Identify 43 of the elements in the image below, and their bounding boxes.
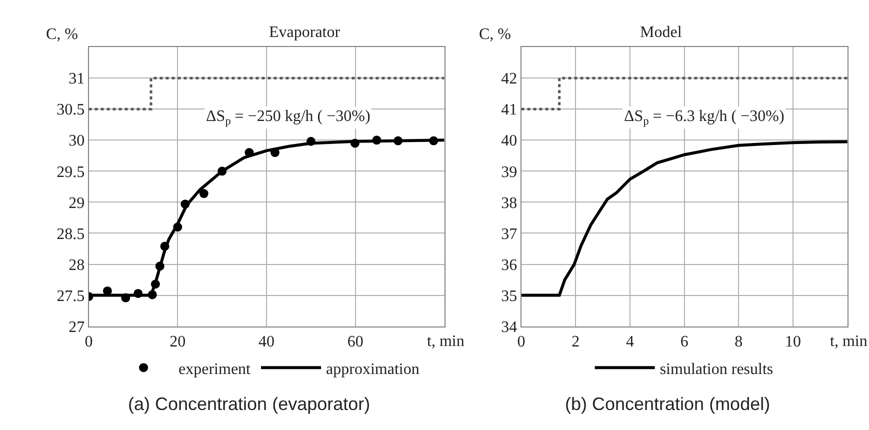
y-tick-label: 34 [501, 318, 518, 336]
x-axis-title: t, min [427, 333, 464, 350]
y-tick-label: 42 [501, 70, 518, 88]
x-tick-label: 6 [680, 334, 688, 351]
y-tick-label: 38 [501, 194, 518, 212]
y-tick-label: 40 [501, 132, 518, 150]
y-tick-label: 36 [501, 256, 518, 274]
line-series [521, 140, 848, 297]
legend-label: approximation [326, 360, 420, 378]
y-tick-label: 41 [501, 102, 518, 119]
point [199, 189, 208, 198]
x-tick-label: 2 [572, 334, 580, 351]
x-tick-label: 8 [734, 334, 743, 351]
legend-label: experiment [178, 360, 252, 378]
annotation: ΔS$_{p}$ = −6.3 kg/h ( −30%) [624, 108, 784, 128]
y-tick-label: 27 [68, 318, 85, 336]
text: (a) Concentration (evaporator) [128, 394, 370, 414]
chart-title: Evaporator [269, 24, 341, 41]
x-tick-label: 0 [84, 334, 93, 351]
x-axis-title: t, min [830, 333, 868, 350]
y-tick-label: 31 [68, 70, 85, 88]
y-tick-label: 30 [68, 132, 85, 150]
y-tick-label: 29 [68, 194, 85, 212]
y-tick-label: 37 [501, 226, 518, 243]
x-tick-label: 0 [517, 334, 526, 351]
y-tick-label: 29.5 [56, 164, 85, 181]
y-tick-label: 28.5 [56, 226, 85, 243]
y-tick-label: 27.5 [56, 288, 85, 305]
y-tick-label: 39 [501, 164, 518, 181]
annotation: ΔS$_{p}$ = −250 kg/h ( −30%) [206, 108, 370, 128]
y-tick-label: 28 [68, 256, 85, 274]
x-tick-label: 60 [347, 334, 364, 351]
x-tick-label: 10 [785, 334, 802, 351]
legend-label: simulation results [660, 360, 774, 378]
y-axis-title: C, % [479, 26, 511, 43]
x-tick-label: 40 [258, 334, 275, 351]
text: (b) Concentration (model) [565, 394, 770, 414]
x-tick-label: 4 [626, 334, 634, 351]
y-axis-title: C, % [46, 26, 78, 43]
y-tick-label: 35 [501, 288, 518, 305]
y-tick-label: 30.5 [56, 102, 85, 119]
x-tick-label: 20 [170, 334, 186, 351]
chart-title: Model [640, 24, 682, 41]
